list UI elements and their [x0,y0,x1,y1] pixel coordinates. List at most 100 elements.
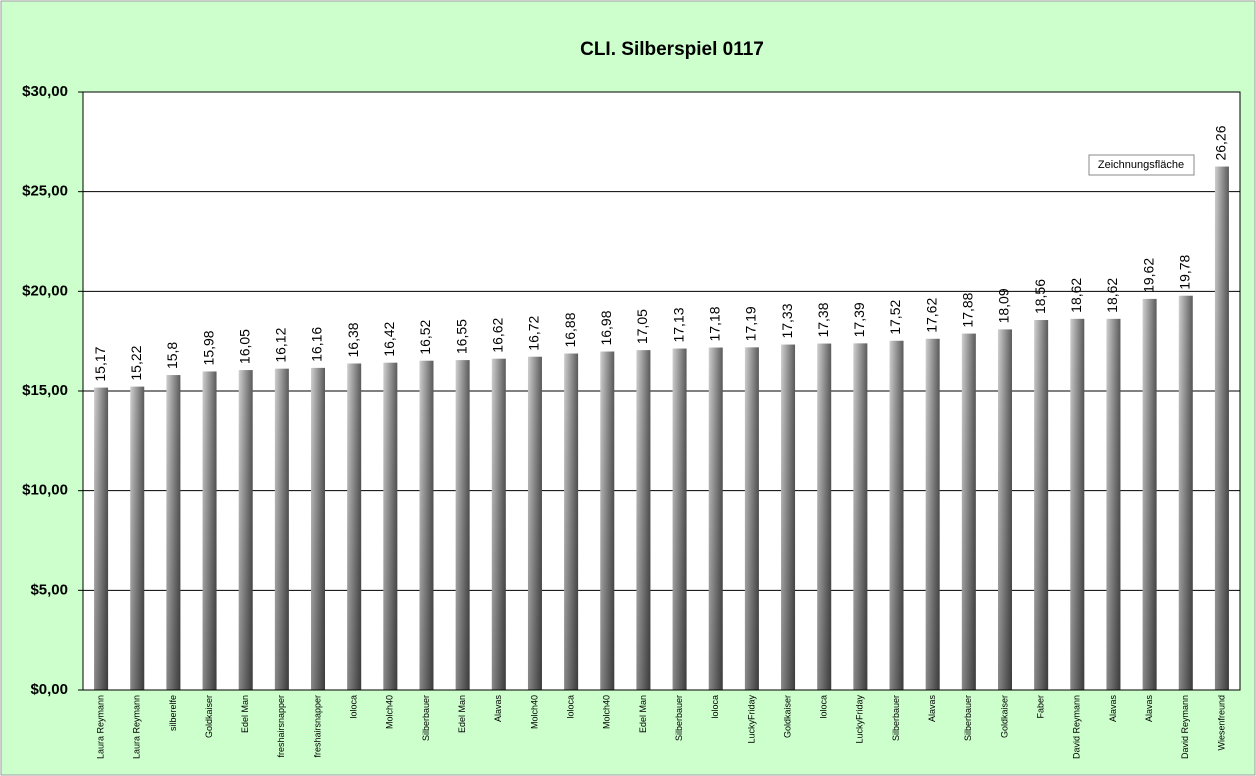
x-tick-label: Molch40 [602,695,612,729]
bar-group [853,343,868,690]
bar-shade [961,333,976,690]
bar-group [672,348,687,690]
bar-shade [1070,318,1085,690]
bar-shade [311,367,326,690]
y-tick-label: $25,00 [22,183,68,200]
bar-shade [130,386,145,690]
bar-group [744,347,759,690]
value-label: 19,78 [1176,254,1192,289]
bar-shade [672,348,687,690]
x-tick-label: Edel Man [457,695,467,733]
bar-group [238,370,253,690]
y-tick-label: $5,00 [30,581,68,598]
x-tick-label: Edel Man [240,695,250,733]
x-tick-label: loloca [710,695,720,719]
x-tick-label: Faber [1036,695,1046,719]
bar-group [166,375,181,690]
bar-group [925,338,940,690]
value-label: 17,38 [815,302,831,337]
x-tick-label: Goldkaiser [204,695,214,738]
bar-group [600,351,615,690]
x-tick-label: Molch40 [529,695,539,729]
x-tick-label: LuckyFriday [855,695,865,744]
bar-group [1034,320,1049,690]
bar-group [94,387,109,690]
y-tick-label: $0,00 [30,681,68,698]
plot-layer: $0,00 $5,00 $10,00 $15,00 $20,00 $25,00 $30,00… [22,83,1240,759]
x-tick-label: Silberbauer [674,695,684,741]
value-label: 17,52 [887,300,903,335]
x-tick-label: freshairsnapper [312,695,322,758]
bar-shade [238,370,253,690]
bar-shade [853,343,868,690]
chart-title: CLI. Silberspiel 0117 [580,39,764,60]
bar-shade [925,338,940,690]
bar-group [130,386,145,690]
value-label: 16,12 [273,327,289,362]
bar-shade [1178,295,1193,690]
value-label: 18,09 [996,288,1012,323]
value-label: 18,62 [1068,278,1084,313]
bar-group [781,344,796,690]
value-label: 15,22 [128,345,144,380]
value-label: 16,98 [598,310,614,345]
bar-group [347,363,362,690]
value-label: 17,33 [779,303,795,338]
x-tick-label: Laura Reymann [132,695,142,759]
bar-shade [527,356,542,690]
bar-shade [1106,318,1121,690]
value-label: 17,88 [960,292,976,327]
bar-group [1214,166,1229,690]
bar-shade [491,358,506,690]
bar-group [1142,298,1157,690]
bar-group [527,356,542,690]
x-tick-label: Goldkaiser [999,695,1009,738]
value-label: 15,8 [164,342,180,369]
bar-shade [202,371,217,690]
x-tick-label: silberelfe [168,695,178,731]
value-label: 15,98 [200,330,216,365]
value-label: 16,16 [309,327,325,362]
tooltip-box [1088,154,1195,176]
value-label: 15,17 [92,346,108,381]
bar-group [311,367,326,690]
x-tick-label: Laura Reymann [95,695,105,759]
x-tick-label: Alavas [927,695,937,723]
value-label: 19,62 [1140,258,1156,293]
value-label: 17,13 [670,307,686,342]
y-tick-label: $30,00 [22,83,68,100]
bar-group [961,333,976,690]
bar-shade [997,329,1012,690]
value-label: 17,18 [706,306,722,341]
value-label: 16,38 [345,322,361,357]
value-label: 26,26 [1213,125,1229,160]
value-label: 16,52 [417,319,433,354]
x-tick-label: Goldkaiser [782,695,792,738]
value-label: 17,19 [743,306,759,341]
x-tick-label: Edel Man [638,695,648,733]
bar-shade [636,350,651,690]
bar-group [274,368,289,690]
bar-group [889,340,904,690]
value-label: 16,72 [526,315,542,350]
bar-shade [1142,298,1157,690]
x-tick-label: loloca [819,695,829,719]
x-tick-label: Wiesenfreund [1216,695,1226,751]
value-label: 16,42 [381,321,397,356]
x-tick-label: LuckyFriday [746,695,756,744]
bar-group [636,350,651,690]
bar-shade [600,351,615,690]
x-tick-label: Molch40 [385,695,395,729]
bar-shade [889,340,904,690]
x-tick-label: Alavas [1108,695,1118,723]
x-tick-label: Alavas [1144,695,1154,723]
value-label: 18,56 [1032,279,1048,314]
bar-group [455,360,470,690]
value-label: 18,62 [1104,278,1120,313]
x-tick-label: David Reymann [1072,695,1082,759]
value-label: 17,62 [923,298,939,333]
bar-shade [781,344,796,690]
bar-shade [564,353,579,690]
bar-group [1070,318,1085,690]
